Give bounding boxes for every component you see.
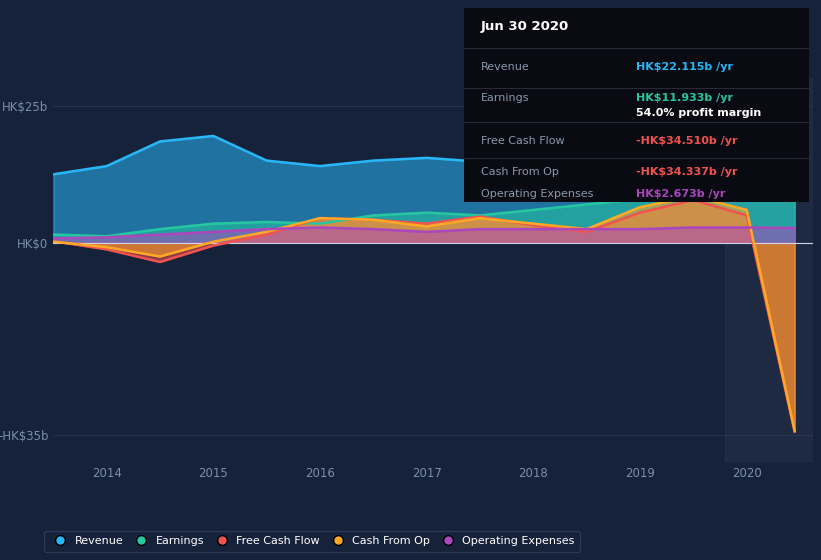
- Text: HK$11.933b /yr: HK$11.933b /yr: [636, 93, 733, 103]
- Bar: [725, 78, 813, 462]
- Text: Revenue: Revenue: [481, 62, 530, 72]
- Text: Free Cash Flow: Free Cash Flow: [481, 136, 565, 146]
- Text: Earnings: Earnings: [481, 93, 530, 103]
- Text: 54.0% profit margin: 54.0% profit margin: [636, 108, 762, 118]
- Text: Jun 30 2020: Jun 30 2020: [481, 20, 569, 33]
- Text: Cash From Op: Cash From Op: [481, 167, 559, 176]
- Text: -HK$34.510b /yr: -HK$34.510b /yr: [636, 136, 738, 146]
- Text: Operating Expenses: Operating Expenses: [481, 189, 594, 199]
- Text: HK$2.673b /yr: HK$2.673b /yr: [636, 189, 726, 199]
- Text: HK$22.115b /yr: HK$22.115b /yr: [636, 62, 733, 72]
- Legend: Revenue, Earnings, Free Cash Flow, Cash From Op, Operating Expenses: Revenue, Earnings, Free Cash Flow, Cash …: [44, 530, 580, 552]
- Text: -HK$34.337b /yr: -HK$34.337b /yr: [636, 167, 738, 176]
